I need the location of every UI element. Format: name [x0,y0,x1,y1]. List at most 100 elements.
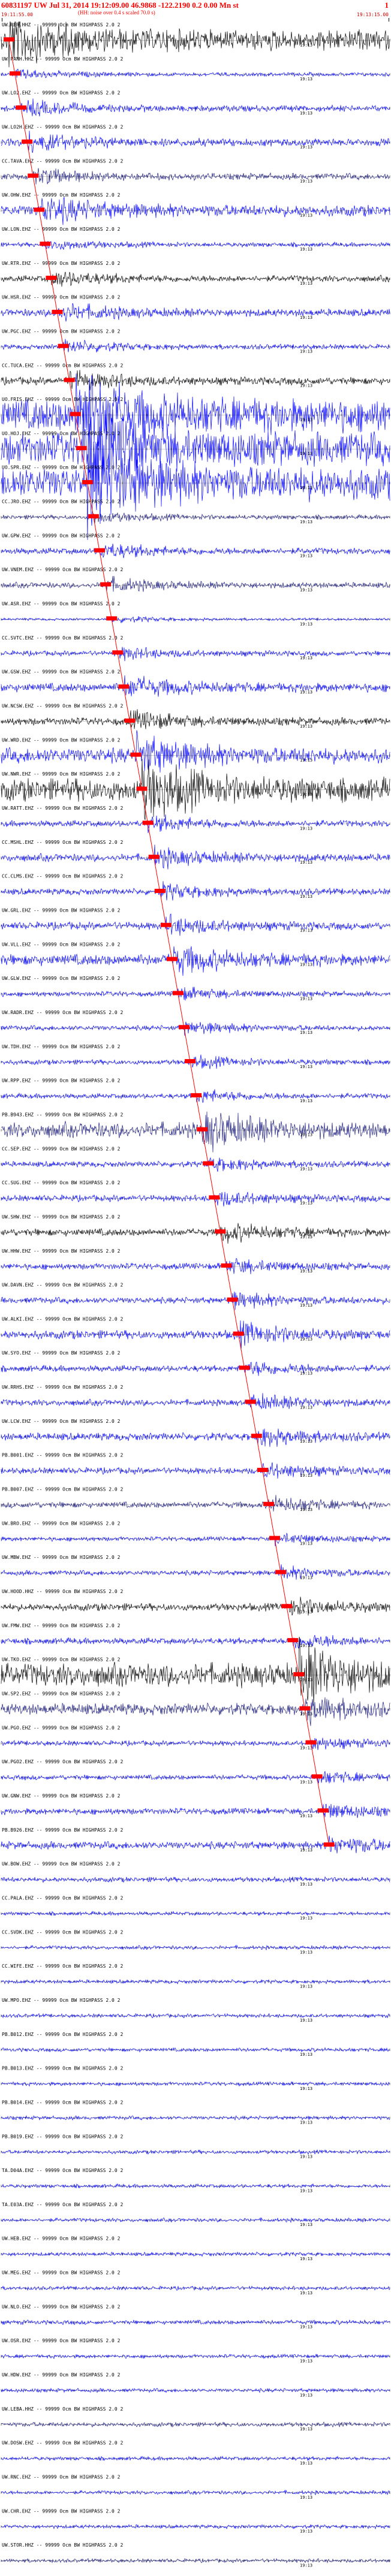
trace-row: UW.GRL.EHZ -- 99999 Ocm BW HIGHPASS 2.0 … [1,907,390,936]
time-tick-label: 19:13 [300,1916,312,1921]
trace-row: TA.E03A.EHZ -- 99999 Ocm BW HIGHPASS 2.0… [1,2202,390,2227]
trace-label: UW.ALKI.EHZ -- 99999 Ocm BW HIGHPASS 2.0… [2,1316,123,1322]
waveform [1,1835,390,1854]
trace-label: UW.ASR.EHZ -- 99999 Ocm BW HIGHPASS 2.0 … [2,601,121,607]
trace-row: UW.HSR.EHZ -- 99999 Ocm BW HIGHPASS 2.0 … [1,295,390,322]
waveform [1,1636,390,1706]
time-tick-label: 19:13 [300,111,312,116]
trace-label: UW.GPW.EHZ -- 99999 Ocm BW HIGHPASS 2.0 … [2,533,121,538]
trace-row: UW.PANH.HHZ -- 99999 Ocm BW HIGHPASS 2.0… [1,56,390,82]
time-tick-label: 19:13 [300,587,312,592]
trace-row: UW.RER.HHZ -- 99999 Ocm BW HIGHPASS 2.0 … [1,22,390,68]
trace-row: UW.VNEM.EHZ -- 99999 Ocm BW HIGHPASS 2.0… [1,567,390,592]
time-tick-label: 19:13 [300,145,312,150]
time-tick-label: 19:13 [300,2427,312,2432]
trace-label: UW.GRL.EHZ -- 99999 Ocm BW HIGHPASS 2.0 … [2,907,121,913]
trace-row: UW.RADR.EHZ -- 99999 Ocm BW HIGHPASS 2.0… [1,1010,390,1036]
time-tick-label: 19:13 [300,2563,312,2568]
trace-label: UW.VNEM.EHZ -- 99999 Ocm BW HIGHPASS 2.0… [2,567,123,572]
time-tick-label: 19:13 [300,485,312,490]
trace-row: UW.GLW.EHZ -- 99999 Ocm BW HIGHPASS 2.0 … [1,976,390,1001]
time-tick-label: 19:13 [300,1235,312,1239]
trace-row: UW.TDH.EHZ -- 99999 Ocm BW HIGHPASS 2.0 … [1,1044,390,1069]
time-tick-label: 19:13 [300,1473,312,1478]
trace-row: UW.SYO.EHZ -- 99999 Ocm BW HIGHPASS 2.0 … [1,1350,390,1376]
waveform [1,2489,390,2496]
time-tick-label: 19:13 [300,758,312,763]
waveform [1,1361,390,1376]
seismogram-plot: UW.RER.HHZ -- 99999 Ocm BW HIGHPASS 2.0 … [1,22,390,2568]
start-time: 19:11:55.00 [1,12,33,17]
waveform [1,2557,390,2563]
trace-label: UW.SYO.EHZ -- 99999 Ocm BW HIGHPASS 2.0 … [2,1350,121,1356]
time-tick-label: 19:13 [300,1950,312,1955]
waveform [1,544,390,559]
time-tick-label: 19:13 [300,1712,312,1717]
scale-note: (HH: noise over 0.4 s scaled 70.0 s) [78,10,155,16]
trace-label: PB.B943.EHZ -- 99999 Ocm BW HIGHPASS 2.0… [2,1112,123,1117]
trace-row: PB.B014.EHZ -- 99999 Ocm BW HIGHPASS 2.0… [1,2100,390,2125]
page-number: 1 [384,1,389,10]
time-tick-label: 19:13 [300,724,312,729]
time-tick-label: 19:13 [300,1030,312,1035]
trace-row: CC.TUCA.EHZ -- 99999 Ocm BW HIGHPASS 2.0… [1,363,390,391]
time-tick-label: 19:13 [300,2325,312,2330]
waveform [1,373,390,447]
trace-label: UW.LO2.EHZ -- 99999 Ocm BW HIGHPASS 2.0 … [2,91,121,96]
trace-label: PB.B007.EHZ -- 99999 Ocm BW HIGHPASS 2.0… [2,1487,123,1492]
trace-label: UW.FMW.EHZ -- 99999 Ocm BW HIGHPASS 2.0 … [2,1623,121,1628]
time-tick-label: 19:13 [300,1167,312,1172]
trace-label: PB.B014.EHZ -- 99999 Ocm BW HIGHPASS 2.0… [2,2100,123,2105]
trace-row: CC.WIFE.EHZ -- 99999 Ocm BW HIGHPASS 2.0… [1,1963,390,1989]
time-tick-label: 19:13 [300,1984,312,1989]
time-tick-label: 19:13 [300,1609,312,1614]
time-tick-label: 19:13 [300,1269,312,1274]
trace-row: UW.MBW.EHZ -- 99999 Ocm BW HIGHPASS 2.0 … [1,1555,390,1580]
trace-row: UW.PGO2.EHZ -- 99999 Ocm BW HIGHPASS 2.0… [1,1759,390,1784]
waveform [1,2456,390,2462]
pick-marker [3,37,14,42]
waveform [1,1495,390,1512]
trace-label: UW.RPP.EHZ -- 99999 Ocm BW HIGHPASS 2.0 … [2,1078,121,1084]
waveform [1,197,390,225]
time-tick-label: 19:13 [300,2358,312,2363]
time-tick-label: 19:13 [300,451,312,456]
trace-row: UW.DAVN.EHZ -- 99999 Ocm BW HIGHPASS 2.0… [1,1283,390,1310]
trace-label: CC.MSHL.EHZ -- 99999 Ocm BW HIGHPASS 2.0… [2,840,123,845]
trace-row: UW.SHW.EHZ -- 99999 Ocm BW HIGHPASS 2.0 … [1,1214,390,1244]
trace-label: PB.B001.EHZ -- 99999 Ocm BW HIGHPASS 2.0… [2,1453,123,1458]
trace-row: UW.LO2H.EHZ -- 99999 Ocm BW HIGHPASS 2.0… [1,124,390,153]
time-tick-label: 19:13 [300,1882,312,1887]
trace-label: UW.NCSW.EHZ -- 99999 Ocm BW HIGHPASS 2.0… [2,704,123,709]
waveform [1,409,390,499]
trace-label: UW.RADR.EHZ -- 99999 Ocm BW HIGHPASS 2.0… [2,1010,123,1015]
waveform [1,1320,390,1351]
trace-row: UW.RRHS.EHZ -- 99999 Ocm BW HIGHPASS 2.0… [1,1384,390,1410]
trace-row: UW.RNC.EHZ -- 99999 Ocm BW HIGHPASS 2.0 … [1,2475,390,2500]
trace-label: UW.PGO2.EHZ -- 99999 Ocm BW HIGHPASS 2.0… [2,1759,123,1764]
trace-row: UW.LON.EHZ -- 99999 Ocm BW HIGHPASS 2.0 … [1,227,390,252]
time-tick-label: 19:13 [300,1439,312,1444]
trace-label: UW.TDH.EHZ -- 99999 Ocm BW HIGHPASS 2.0 … [2,1044,121,1049]
time-tick-label: 19:13 [300,2052,312,2057]
trace-label: UW.LEBA.HHZ -- 99999 Ocm BW HIGHPASS 2.0… [2,2406,123,2412]
trace-row: UW.PGC.EHZ -- 99999 Ocm BW HIGHPASS 2.0 … [1,328,390,354]
waveform [1,1054,390,1069]
trace-label: UW.TKO.EHZ -- 99999 Ocm BW HIGHPASS 2.0 … [2,1657,121,1663]
trace-label: UW.RER.HHZ -- 99999 Ocm BW HIGHPASS 2.0 … [2,22,121,28]
trace-label: CC.PALA.EHZ -- 99999 Ocm BW HIGHPASS 2.0… [2,1895,123,1901]
time-tick-label: 19:13 [300,1064,312,1069]
trace-row: CC.PALA.EHZ -- 99999 Ocm BW HIGHPASS 2.0… [1,1895,390,1921]
trace-row: UW.WRD.EHZ -- 99999 Ocm BW HIGHPASS 2.0 … [1,730,390,773]
trace-row: UW.RATT.EHZ -- 99999 Ocm BW HIGHPASS 2.0… [1,806,390,834]
time-tick-label: 19:13 [300,2188,312,2193]
trace-label: PB.B019.EHZ -- 99999 Ocm BW HIGHPASS 2.0… [2,2134,123,2139]
trace-row: PB.B013.EHZ -- 99999 Ocm BW HIGHPASS 2.0… [1,2066,390,2091]
trace-row: UW.ALKI.EHZ -- 99999 Ocm BW HIGHPASS 2.0… [1,1316,390,1351]
time-tick-label: 19:13 [300,315,312,320]
trace-row: CC.TAVA.EHZ -- 99999 Ocm BW HIGHPASS 2.0… [1,158,390,185]
time-tick-label: 19:13 [300,2155,312,2159]
trace-row: UW.HHW.EHZ -- 99999 Ocm BW HIGHPASS 2.0 … [1,1248,390,1274]
trace-label: CC.TUCA.EHZ -- 99999 Ocm BW HIGHPASS 2.0… [2,363,123,368]
time-tick-label: 19:13 [300,1371,312,1376]
